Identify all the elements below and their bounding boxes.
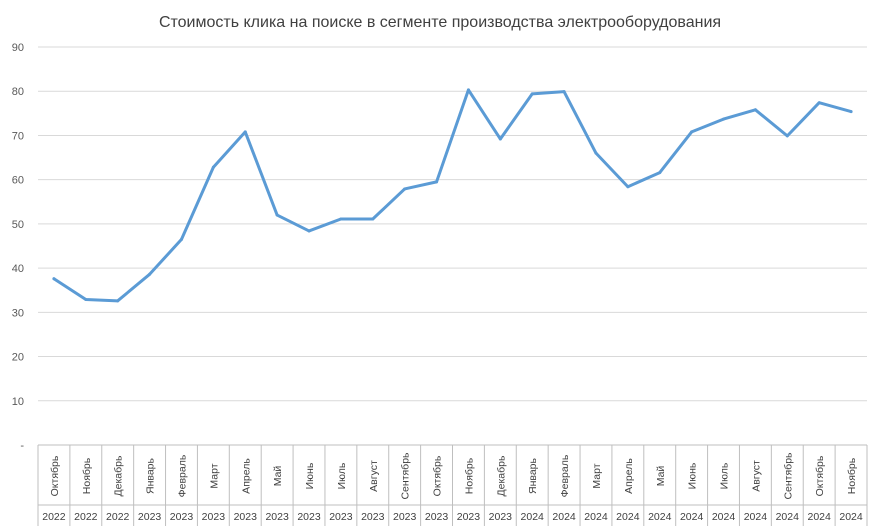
y-tick-label: 40	[12, 263, 24, 275]
data-point	[371, 217, 375, 221]
x-tick-label-month: Март	[208, 463, 220, 488]
x-tick-label-month: Август	[368, 460, 380, 492]
data-point	[52, 277, 56, 281]
x-tick-label-month: Октябрь	[814, 455, 826, 496]
data-point	[275, 213, 279, 217]
x-tick-label-month: Ноябрь	[846, 457, 858, 494]
data-point	[116, 299, 120, 303]
x-tick-label-month: Май	[655, 466, 667, 487]
x-tick-label-year: 2024	[552, 511, 576, 523]
x-tick-label-year: 2023	[170, 511, 194, 523]
data-point	[339, 217, 343, 221]
x-tick-label-year: 2024	[744, 511, 768, 523]
data-point	[626, 185, 630, 189]
x-tick-label-year: 2023	[329, 511, 353, 523]
data-point	[817, 101, 821, 105]
x-axis: Октябрь 2022 Ноябрь 2022 Декабрь 2022 Январь 20…	[37, 444, 868, 526]
x-tick-label-month: Декабрь	[113, 455, 125, 496]
gridlines	[38, 46, 867, 402]
y-tick-label: 70	[12, 130, 24, 142]
x-tick-label-month: Июнь	[304, 462, 316, 489]
data-point	[722, 117, 726, 121]
x-tick-label-month: Июль	[719, 462, 731, 489]
x-tick-label-year: 2024	[616, 511, 640, 523]
y-tick-label: -	[20, 440, 24, 452]
x-tick-label-year: 2024	[776, 511, 800, 523]
x-tick-label-year: 2023	[138, 511, 162, 523]
y-tick-label: 50	[12, 219, 24, 231]
x-tick-label-month: Февраль	[176, 454, 188, 497]
x-tick-label-month: Май	[272, 466, 284, 487]
x-tick-label-year: 2023	[457, 511, 481, 523]
x-tick-label-year: 2023	[361, 511, 385, 523]
x-tick-label-month: Октябрь	[49, 455, 61, 496]
x-tick-label-year: 2022	[106, 511, 130, 523]
x-tick-label-month: Июль	[336, 462, 348, 489]
x-tick-label-month: Февраль	[559, 454, 571, 497]
x-tick-label-year: 2024	[648, 511, 672, 523]
data-point	[307, 229, 311, 233]
x-tick-label-year: 2023	[234, 511, 258, 523]
x-tick-label-month: Январь	[145, 457, 157, 494]
x-tick-label-month: Апрель	[240, 458, 252, 494]
x-tick-label-year: 2022	[74, 511, 98, 523]
y-tick-label: 80	[12, 86, 24, 98]
data-point	[403, 187, 407, 191]
data-point	[148, 272, 152, 276]
x-tick-label-month: Ноябрь	[81, 457, 93, 494]
y-tick-label: 60	[12, 175, 24, 187]
x-tick-label-year: 2024	[712, 511, 736, 523]
data-point	[594, 151, 598, 155]
x-tick-label-year: 2022	[42, 511, 66, 523]
data-point	[466, 88, 470, 92]
data-point	[435, 180, 439, 184]
data-point	[179, 237, 183, 241]
chart-title: Стоимость клика на поиске в сегменте про…	[159, 14, 721, 31]
x-tick-label-year: 2024	[584, 511, 608, 523]
data-point	[211, 165, 215, 169]
x-tick-label-month: Ноябрь	[463, 457, 475, 494]
x-tick-label-month: Август	[750, 460, 762, 492]
y-tick-label: 30	[12, 307, 24, 319]
data-point	[530, 92, 534, 96]
y-tick-label: 90	[12, 42, 24, 54]
data-point	[785, 134, 789, 138]
series-layer	[52, 88, 853, 303]
x-tick-label-year: 2023	[265, 511, 289, 523]
x-tick-label-year: 2023	[425, 511, 449, 523]
y-tick-label: 20	[12, 352, 24, 364]
x-tick-label-month: Декабрь	[495, 455, 507, 496]
data-point	[658, 171, 662, 175]
x-tick-label-month: Сентябрь	[782, 452, 794, 500]
data-point	[498, 137, 502, 141]
x-tick-label-year: 2023	[489, 511, 513, 523]
data-point	[84, 298, 88, 302]
x-tick-label-month: Сентябрь	[400, 452, 412, 500]
x-tick-label-year: 2023	[393, 511, 417, 523]
data-point	[849, 110, 853, 114]
x-tick-label-year: 2024	[807, 511, 831, 523]
x-tick-label-month: Март	[591, 463, 603, 488]
x-tick-label-year: 2024	[521, 511, 545, 523]
x-tick-label-month: Июнь	[687, 462, 699, 489]
x-tick-label-month: Октябрь	[432, 455, 444, 496]
data-point	[562, 90, 566, 94]
x-tick-label-year: 2024	[680, 511, 704, 523]
data-point	[753, 108, 757, 112]
x-tick-label-year: 2023	[202, 511, 226, 523]
x-tick-label-year: 2023	[297, 511, 321, 523]
x-tick-label-month: Январь	[527, 457, 539, 494]
series-line	[52, 88, 853, 303]
data-point	[243, 130, 247, 134]
y-axis-ticks: - 10 20 30 40 50 60 70 80 90	[12, 42, 25, 452]
data-point	[690, 130, 694, 134]
x-tick-label-year: 2024	[839, 511, 863, 523]
x-tick-label-month: Апрель	[623, 458, 635, 494]
y-tick-label: 10	[12, 396, 24, 408]
